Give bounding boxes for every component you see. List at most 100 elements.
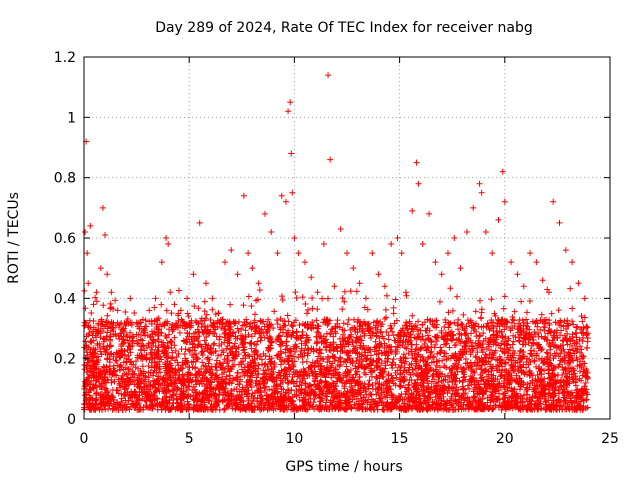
data-point xyxy=(427,366,434,373)
data-point xyxy=(500,377,507,384)
data-point xyxy=(511,308,518,315)
data-point xyxy=(279,317,286,324)
data-point xyxy=(154,336,161,343)
data-point xyxy=(347,387,354,394)
data-point xyxy=(584,338,591,345)
data-point xyxy=(533,385,540,392)
data-point xyxy=(84,250,91,257)
data-point xyxy=(577,358,584,365)
data-point xyxy=(269,366,276,373)
data-point xyxy=(445,309,452,316)
data-point xyxy=(92,294,99,301)
data-point xyxy=(523,322,530,329)
data-point xyxy=(557,343,564,350)
data-point xyxy=(278,402,285,409)
data-point xyxy=(377,319,384,326)
data-point xyxy=(538,366,545,373)
data-point xyxy=(454,365,461,372)
data-point xyxy=(168,310,175,317)
data-point xyxy=(373,374,380,381)
data-point xyxy=(277,404,284,411)
data-point xyxy=(245,387,252,394)
data-point xyxy=(291,235,298,241)
data-point xyxy=(569,331,576,338)
data-point xyxy=(446,344,453,351)
data-point xyxy=(409,325,416,332)
data-point xyxy=(362,295,369,302)
data-point xyxy=(134,323,141,330)
data-point xyxy=(100,302,107,309)
data-point xyxy=(274,321,281,328)
data-point xyxy=(462,360,469,367)
data-point xyxy=(264,406,271,413)
data-point xyxy=(547,360,554,367)
data-point xyxy=(209,306,216,313)
data-point xyxy=(555,353,562,360)
data-point xyxy=(402,344,409,351)
data-point xyxy=(526,297,533,304)
data-point xyxy=(358,353,365,360)
data-point xyxy=(112,297,119,304)
data-point xyxy=(228,366,235,373)
data-point xyxy=(251,406,258,413)
data-point xyxy=(171,386,178,393)
data-point xyxy=(468,377,475,384)
data-point xyxy=(252,389,259,396)
data-point xyxy=(157,369,164,376)
data-point xyxy=(121,328,128,335)
data-point xyxy=(290,405,297,412)
data-point xyxy=(351,401,358,408)
data-point xyxy=(438,271,445,278)
data-point xyxy=(117,362,124,369)
data-point xyxy=(317,377,324,384)
data-point xyxy=(580,360,587,367)
data-point xyxy=(530,348,537,355)
data-point xyxy=(158,259,165,266)
data-point xyxy=(90,328,97,335)
data-point xyxy=(191,335,198,342)
data-point xyxy=(408,346,415,353)
data-point xyxy=(272,385,279,392)
data-point xyxy=(213,367,220,374)
data-point xyxy=(549,367,556,374)
data-point xyxy=(90,362,97,369)
data-point xyxy=(216,336,223,343)
data-point xyxy=(131,381,138,388)
data-point xyxy=(119,327,126,334)
data-point xyxy=(122,308,129,315)
data-point xyxy=(566,406,573,413)
data-point xyxy=(270,325,277,332)
data-point xyxy=(312,360,319,367)
data-point xyxy=(501,367,508,374)
data-point xyxy=(343,406,350,413)
data-point xyxy=(216,333,223,340)
data-point xyxy=(109,393,116,400)
data-point xyxy=(433,362,440,369)
data-point xyxy=(456,357,463,364)
data-point xyxy=(392,346,399,353)
data-point xyxy=(279,297,286,304)
data-point xyxy=(508,361,515,368)
data-point xyxy=(524,386,531,393)
data-point xyxy=(172,357,179,364)
data-point xyxy=(257,395,264,402)
data-point xyxy=(251,319,258,326)
data-point xyxy=(211,395,218,402)
data-point xyxy=(481,381,488,388)
data-point xyxy=(476,357,483,364)
data-point xyxy=(320,241,327,248)
data-point xyxy=(351,393,358,400)
data-point xyxy=(527,250,534,257)
data-point xyxy=(312,383,319,390)
data-point xyxy=(504,341,511,348)
data-point xyxy=(165,241,172,248)
data-point xyxy=(296,373,303,380)
data-point xyxy=(91,373,98,380)
data-point xyxy=(164,388,171,395)
data-point xyxy=(330,343,337,350)
data-point xyxy=(551,350,558,357)
data-point xyxy=(409,366,416,373)
data-point xyxy=(127,295,134,302)
data-point xyxy=(135,331,142,338)
data-point xyxy=(381,349,388,356)
